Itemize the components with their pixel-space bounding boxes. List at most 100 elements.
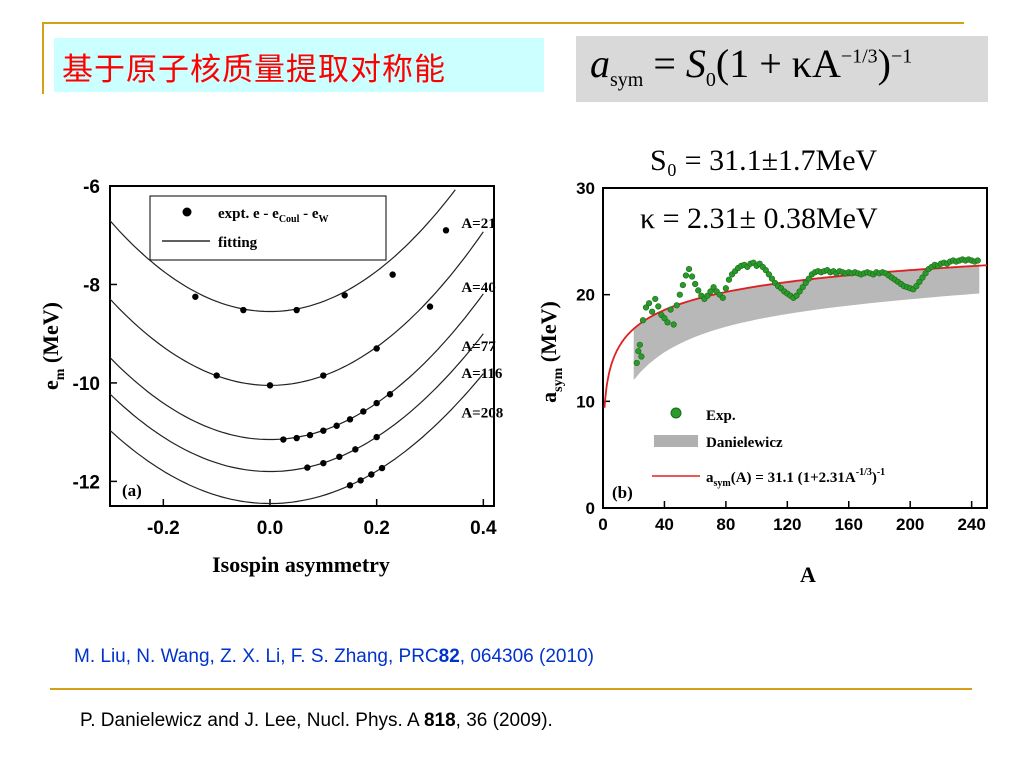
chart-b-exp-point (805, 275, 812, 282)
chart-a-xtick-label: 0.2 (363, 518, 389, 539)
chart-a-data-point (368, 471, 375, 478)
chart-a-panel-label: (a) (122, 481, 142, 500)
chart-a-series-label: A=21 (461, 216, 495, 232)
chart-a-ytick-label: -10 (73, 374, 100, 395)
chart-a-data-point (293, 434, 300, 442)
chart-a-xtick-label: -0.2 (147, 518, 180, 539)
chart-b-exp-point (670, 321, 677, 328)
formula-background (576, 36, 988, 102)
chart-b-exp-point (652, 295, 659, 303)
chart-a-series-label: A=208 (461, 405, 503, 421)
chart-b-ytick-label: 30 (576, 179, 595, 198)
chart-a-data-point (373, 399, 380, 407)
chart-b-xtick-label: 120 (773, 515, 801, 534)
chart-a-data-point (389, 271, 396, 278)
chart-b-exp-point (722, 285, 729, 292)
chart-b-panel-label: (b) (612, 483, 633, 502)
chart-b-xtick-label: 40 (655, 515, 674, 534)
chart-b-exp-point (655, 303, 662, 310)
chart-a-data-point (426, 303, 434, 310)
chart-b-exp-point (768, 275, 776, 282)
chart-b-xtick-label: 0 (598, 515, 607, 534)
chart-a-data-point (442, 227, 450, 234)
chart-b-ytick-label: 0 (586, 499, 595, 518)
chart-b-exp-point (685, 265, 693, 273)
chart-b-exp-point (633, 359, 640, 367)
chart-b-exp-point (922, 270, 929, 277)
chart-b-ytick-label: 20 (576, 286, 595, 305)
chart-a-data-point (240, 306, 247, 314)
chart-a-ytick-label: -6 (83, 177, 100, 198)
chart-b-ylabel: asym (MeV) (536, 301, 566, 403)
chart-b-exp-point (661, 315, 668, 322)
chart-b-exp-point (919, 274, 926, 281)
s0-parameter: S₀ = 31.1±1.7MeV (650, 144, 878, 177)
chart-a-data-point (386, 391, 394, 398)
chart-b-legend-band-marker (654, 435, 698, 447)
reference-danielewicz: P. Danielewicz and J. Lee, Nucl. Phys. A… (80, 710, 553, 731)
title-background (54, 38, 544, 92)
top-rule (42, 22, 964, 24)
chart-b-exp-point (638, 353, 645, 360)
chart-a-series-label: A=40 (461, 280, 495, 296)
chart-a-data-point (378, 464, 386, 472)
chart-b-exp-point (692, 280, 699, 288)
chart-b-xtick-label: 80 (716, 515, 735, 534)
chart-a-data-point (266, 382, 274, 389)
chart-b-exp-point (664, 319, 671, 326)
chart-a-frame (109, 185, 495, 507)
chart-a-data-point (306, 431, 314, 439)
chart-b-fit-curve (603, 264, 988, 408)
chart-a-legend-fitting: fitting (218, 235, 258, 251)
chart-b-legend-exp: Exp. (706, 408, 736, 424)
chart-b-exp-point (707, 288, 714, 295)
chart-a-data-point (320, 459, 327, 467)
chart-b-legend-exp-marker (670, 407, 682, 419)
chart-b-exp-point (679, 281, 686, 289)
chart-b-xtick-label: 200 (896, 515, 924, 534)
chart-b-ytick-label: 10 (576, 392, 595, 411)
chart-b-legend-fit: asym(A) = 31.1 (1+2.31A-1/3)-1 (706, 467, 885, 489)
chart-a-data-point (213, 372, 220, 379)
chart-a-data-point (293, 306, 300, 314)
chart-a-data-point (360, 408, 367, 415)
chart-b-exp-point (793, 292, 800, 299)
chart-b-exp-point (642, 304, 650, 311)
chart-b-exp-point (635, 348, 642, 355)
chart-b-exp-point (799, 284, 806, 291)
chart-b-legend-band: Danielewicz (706, 435, 783, 451)
chart-b-exp-point (682, 272, 690, 279)
chart-b-exp-point (974, 257, 981, 264)
chart-a-fit-line (109, 189, 456, 313)
chart-a-ytick-label: -8 (83, 275, 100, 296)
chart-b-exp-point (676, 291, 683, 298)
chart-b-exp-point (765, 271, 772, 278)
chart-b-exp-point (649, 308, 656, 315)
chart-b-exp-point (916, 278, 923, 285)
chart-b-exp-point (645, 300, 653, 307)
chart-a-series-label: A=116 (461, 366, 503, 382)
chart-a-data-point (333, 422, 340, 429)
chart-a-legend-box (149, 195, 387, 261)
chart-a-data-point (304, 464, 311, 471)
chart-b-exp-point (762, 267, 769, 274)
chart-b-exp-point (673, 302, 680, 309)
chart-a-xlabel: Isospin asymmetry (212, 552, 390, 577)
chart-b-exp-point (667, 306, 674, 313)
kappa-parameter: κ = 2.31± 0.38MeV (640, 202, 878, 235)
chart-a-data-point (192, 293, 199, 300)
chart-b-exp-point (719, 294, 726, 301)
chart-b-xtick-label: 240 (957, 515, 985, 534)
chart-a-fit-line (109, 333, 484, 473)
chart-b-exp-point (802, 279, 809, 287)
chart-a-data-point (346, 482, 354, 489)
chart-b-exp-point (639, 317, 647, 324)
chart-a-data-point (373, 345, 380, 352)
chart-a-data-point (336, 453, 343, 460)
chart-a-data-point (352, 446, 359, 453)
reference-liu: M. Liu, N. Wang, Z. X. Li, F. S. Zhang, … (74, 646, 594, 667)
symmetry-energy-formula: asym = S0(1 + κA−1/3)−1 (590, 41, 913, 91)
chart-b-frame (602, 187, 988, 509)
chart-a-data-point (280, 436, 287, 443)
chart-a-data-point (346, 416, 354, 423)
